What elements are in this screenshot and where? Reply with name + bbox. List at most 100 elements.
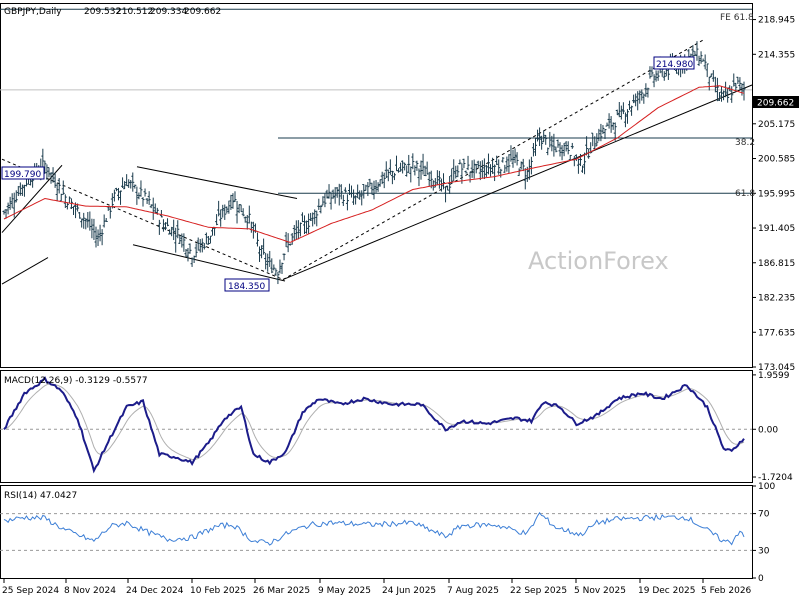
price-bar [235,200,239,224]
price-bar [170,226,174,237]
price-bar [47,167,51,178]
price-bar [186,247,190,262]
price-bar [288,243,292,246]
price-bar [630,105,634,116]
price-bar [636,91,640,111]
price-bar [18,182,22,196]
price-bar [317,198,321,210]
rsi-panel-frame [0,485,753,579]
price-bar [305,220,309,234]
price-bar [439,178,443,192]
price-bar [151,197,155,220]
price-bar [709,73,713,77]
price-bar [333,187,337,204]
price-bar [595,133,599,147]
price-bar [699,51,703,64]
prior-high-box [1,166,45,180]
price-bar [564,141,568,152]
price-bar [329,192,333,210]
price-bar [493,164,497,182]
price-plot [0,8,753,285]
price-bar [448,176,452,194]
price-bar [397,168,401,173]
price-bar [302,215,306,235]
price-bar [176,220,180,239]
price-bar [491,157,495,174]
price-y-tick: 177.635 [758,328,795,338]
price-bar [358,190,362,200]
price-bar [638,90,642,104]
price-bar [554,146,558,153]
price-bar [711,70,715,82]
price-bar [362,184,366,199]
price-bar [241,208,245,217]
price-bar [98,224,102,242]
price-bar [458,159,462,165]
price-bar [300,212,304,223]
price-bar [366,182,370,197]
price-bar [717,92,721,101]
price-bar [335,187,339,198]
price-bar [738,77,742,90]
price-bar [368,178,372,187]
price-bar [123,181,127,190]
price-bar [233,191,237,202]
price-bar [566,141,570,155]
price-bar [292,224,296,241]
price-bar [141,197,145,207]
price-bar [51,167,55,183]
price-bar [284,231,288,248]
price-bar [628,100,632,111]
price-bar [403,162,407,171]
price-bar [229,194,233,210]
price-bar [202,243,206,250]
price-bar [558,142,562,157]
price-bar [206,236,210,245]
price-bar [278,259,282,274]
price-bar [143,188,147,197]
price-bar [472,159,476,179]
price-bar [597,128,601,142]
price-y-tick: 205.175 [758,120,795,130]
falling-channel-top [136,166,298,200]
price-bar [356,184,360,199]
price-bar [239,204,243,213]
price-bar [505,156,509,172]
price-bar [354,195,358,205]
price-bar [258,246,262,262]
price-bar [184,249,188,257]
price-bar [576,158,580,174]
price-bar [174,227,178,253]
price-bar [264,253,268,270]
ohlc-open: 209.532 [84,7,121,17]
price-bar [732,73,736,87]
price-bar [341,194,345,206]
price-bar [544,134,548,145]
price-bar [570,142,574,149]
last-price-tag [753,96,799,108]
price-bar [730,86,734,103]
x-tick-label: 8 Nov 2024 [64,586,116,596]
price-bar [8,196,12,210]
price-bar [605,122,609,127]
price-bar [215,214,219,226]
price-bar [552,133,556,157]
price-bar [578,153,582,167]
price-bar [726,87,730,103]
price-bar [623,112,627,128]
price-bar [45,164,49,180]
price-bar [531,143,535,157]
price-bar [276,271,280,285]
price-bar [112,189,116,202]
price-bar [221,204,225,218]
macd-y-tick: -1.7204 [758,473,793,483]
price-bar [16,185,20,197]
rising-trendline [282,84,753,280]
price-bar [298,222,302,237]
price-bar [325,189,329,199]
price-bar [390,170,394,185]
price-bar [260,245,264,259]
price-bar [245,214,249,230]
price-y-tick: 200.585 [758,155,795,165]
